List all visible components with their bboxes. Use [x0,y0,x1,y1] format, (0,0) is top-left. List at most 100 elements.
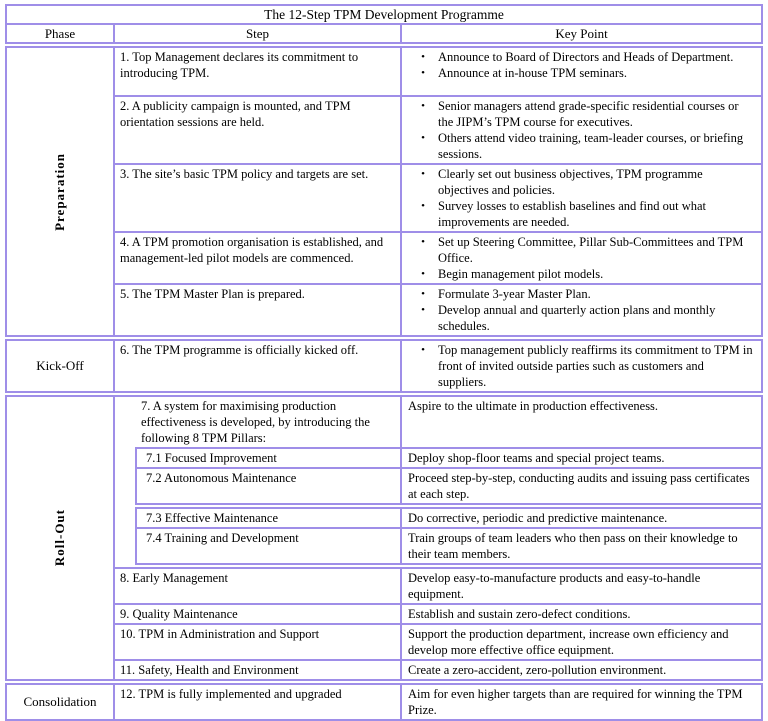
phase-section-kick-off: Kick-Off 6. The TPM programme is officia… [5,339,763,393]
phase-cell-roll-out: Roll-Out [7,397,115,679]
table-row-step-7-3: 7.3 Effective Maintenance Do corrective,… [137,509,761,527]
key-point-text: Begin management pilot models. [438,267,604,281]
key-point-text: Announce at in-house TPM seminars. [438,66,627,80]
table-head-section: The 12-Step TPM Development Programme Ph… [5,4,763,44]
consolidation-rows: 12. TPM is fully implemented and upgrade… [115,685,761,719]
step-cell: 12. TPM is fully implemented and upgrade… [115,685,402,719]
table-row-step-7: 7. A system for maximising production ef… [115,397,761,447]
phase-section-roll-out: Roll-Out 7. A system for maximising prod… [5,395,763,681]
column-header-step: Step [115,25,402,42]
step-cell: 7. A system for maximising production ef… [115,397,402,447]
bullet-icon: • [421,236,425,248]
key-point-cell: Establish and sustain zero-defect condit… [408,607,631,621]
step-cell: 3. The site’s basic TPM policy and targe… [115,165,402,231]
table-row-step-10: 10. TPM in Administration and Support Su… [115,623,761,659]
key-point-cell: • Set up Steering Committee, Pillar Sub-… [402,233,761,283]
table-row-step-12: 12. TPM is fully implemented and upgrade… [115,685,761,719]
key-point-cell: • Formulate 3-year Master Plan. • Develo… [402,285,761,335]
table-row-step-7-1: 7.1 Focused Improvement Deploy shop-floo… [137,449,761,467]
key-point-text: Announce to Board of Directors and Heads… [438,50,734,64]
key-point-cell: Create a zero-accident, zero-pollution e… [408,663,667,677]
key-point-text: Develop annual and quarterly action plan… [438,303,716,333]
step-cell: 10. TPM in Administration and Support [115,625,402,659]
bullet-icon: • [421,288,425,300]
step-cell: 9. Quality Maintenance [115,605,402,623]
step-cell: 8. Early Management [115,569,402,603]
key-point-item: • Survey losses to establish baselines a… [408,198,755,230]
phase-section-preparation: Preparation 1. Top Management declares i… [5,46,763,337]
table-row-step-4: 4. A TPM promotion organisation is estab… [115,231,761,283]
bullet-icon: • [421,200,425,212]
key-point-cell: Develop easy-to-manufacture products and… [408,571,701,601]
column-header-key-point: Key Point [555,26,608,41]
key-point-item: • Top management publicly reaffirms its … [408,342,755,390]
bullet-icon: • [421,344,425,356]
key-point-item: • Formulate 3-year Master Plan. [408,286,755,302]
key-point-text: Formulate 3-year Master Plan. [438,287,591,301]
column-header-row: Phase Step Key Point [7,25,761,42]
key-point-item: • Begin management pilot models. [408,266,755,282]
step-cell: 5. The TPM Master Plan is prepared. [115,285,402,335]
table-row-step-2: 2. A publicity campaign is mounted, and … [115,95,761,163]
phase-label-roll-out: Roll-Out [52,509,67,567]
column-header-phase: Phase [7,25,115,42]
bullet-icon: • [421,51,425,63]
preparation-rows: 1. Top Management declares its commitmen… [115,48,761,335]
key-point-text: Senior managers attend grade-specific re… [438,99,739,129]
pillar-step-cell: 7.2 Autonomous Maintenance [137,469,402,503]
key-point-item: • Clearly set out business objectives, T… [408,166,755,198]
key-point-cell: Aspire to the ultimate in production eff… [408,399,659,413]
key-point-cell: Support the production department, incre… [408,627,729,657]
bullet-icon: • [421,168,425,180]
bullet-icon: • [421,304,425,316]
step-cell: 11. Safety, Health and Environment [115,661,402,679]
pillar-step-cell: 7.3 Effective Maintenance [137,509,402,527]
tpm-programme-table: The 12-Step TPM Development Programme Ph… [5,4,763,721]
table-row-step-7-4: 7.4 Training and Development Train group… [137,527,761,563]
key-point-item: • Senior managers attend grade-specific … [408,98,755,130]
step-cell: 6. The TPM programme is officially kicke… [115,341,402,391]
phase-label-kick-off: Kick-Off [36,358,84,373]
kick-off-rows: 6. The TPM programme is officially kicke… [115,341,761,391]
key-point-item: • Announce at in-house TPM seminars. [408,65,755,81]
phase-label-preparation: Preparation [52,152,67,231]
table-row-step-6: 6. The TPM programme is officially kicke… [115,341,761,391]
pillar-step-cell: 7.1 Focused Improvement [137,449,402,467]
key-point-cell: • Announce to Board of Directors and Hea… [402,48,761,95]
key-point-item: • Others attend video training, team-lea… [408,130,755,162]
key-point-cell: • Senior managers attend grade-specific … [402,97,761,163]
phase-cell-consolidation: Consolidation [7,685,115,719]
phase-section-consolidation: Consolidation 12. TPM is fully implement… [5,683,763,721]
table-row-step-3: 3. The site’s basic TPM policy and targe… [115,163,761,231]
phase-cell-preparation: Preparation [7,48,115,335]
roll-out-rows: 7. A system for maximising production ef… [115,397,761,679]
key-point-item: • Announce to Board of Directors and Hea… [408,49,755,65]
bullet-icon: • [421,67,425,79]
key-point-cell: Proceed step-by-step, conducting audits … [408,471,750,501]
step-cell: 4. A TPM promotion organisation is estab… [115,233,402,283]
table-row-step-8: 8. Early Management Develop easy-to-manu… [115,567,761,603]
key-point-text: Clearly set out business objectives, TPM… [438,167,703,197]
bullet-icon: • [421,132,425,144]
key-point-text: Top management publicly reaffirms its co… [438,343,753,389]
phase-cell-kick-off: Kick-Off [7,341,115,391]
key-point-cell: • Top management publicly reaffirms its … [402,341,761,391]
table-row-step-11: 11. Safety, Health and Environment Creat… [115,659,761,679]
key-point-cell: • Clearly set out business objectives, T… [402,165,761,231]
bullet-icon: • [421,100,425,112]
phase-label-consolidation: Consolidation [23,694,97,709]
key-point-item: • Set up Steering Committee, Pillar Sub-… [408,234,755,266]
bullet-icon: • [421,268,425,280]
key-point-text: Set up Steering Committee, Pillar Sub-Co… [438,235,744,265]
table-title: The 12-Step TPM Development Programme [7,6,761,25]
pillar-group-2: 7.3 Effective Maintenance Do corrective,… [135,507,761,565]
key-point-item: • Develop annual and quarterly action pl… [408,302,755,334]
table-row-step-9: 9. Quality Maintenance Establish and sus… [115,603,761,623]
pillar-group-1: 7.1 Focused Improvement Deploy shop-floo… [135,447,761,505]
table-row-step-5: 5. The TPM Master Plan is prepared. • Fo… [115,283,761,335]
key-point-text: Survey losses to establish baselines and… [438,199,707,229]
key-point-cell: Do corrective, periodic and predictive m… [408,511,668,525]
step-cell: 1. Top Management declares its commitmen… [115,48,402,95]
table-row-step-1: 1. Top Management declares its commitmen… [115,48,761,95]
step-cell: 2. A publicity campaign is mounted, and … [115,97,402,163]
